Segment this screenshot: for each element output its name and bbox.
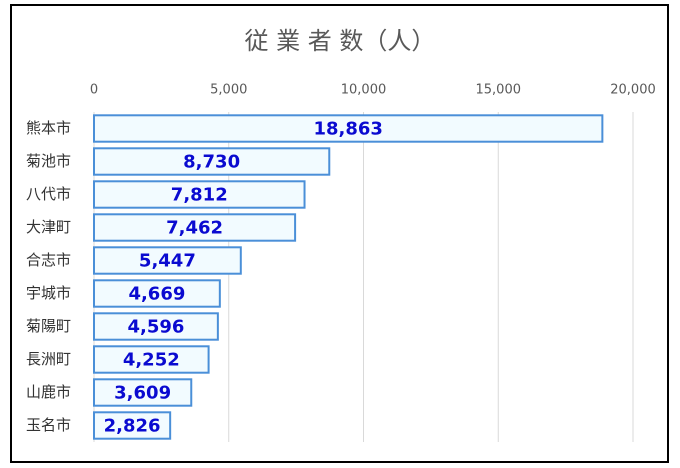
value-label: 3,609	[114, 383, 171, 404]
bar	[93, 246, 242, 275]
bar	[93, 411, 172, 440]
bar	[93, 378, 193, 407]
value-label: 7,812	[171, 185, 228, 206]
value-label: 5,447	[139, 251, 196, 272]
value-label: 4,669	[128, 284, 185, 305]
category-label: 八代市	[26, 185, 71, 203]
bar	[93, 345, 210, 374]
x-tick-label: 15,000	[476, 83, 522, 98]
bar	[93, 114, 604, 143]
category-label: 合志市	[26, 251, 71, 269]
category-label: 大津町	[26, 218, 71, 236]
x-tick-label: 5,000	[210, 83, 247, 98]
bar	[93, 147, 331, 176]
bar	[93, 180, 306, 209]
value-label: 2,826	[104, 416, 161, 437]
category-label: 菊陽町	[26, 317, 71, 335]
value-label: 4,252	[123, 350, 180, 371]
category-label: 長洲町	[26, 350, 71, 368]
category-label: 山鹿市	[26, 383, 71, 401]
category-label: 菊池市	[26, 152, 71, 170]
chart-title: 従 業 者 数（人）	[245, 27, 436, 55]
category-label: 熊本市	[26, 119, 71, 137]
bar	[93, 279, 221, 308]
x-tick-label: 20,000	[610, 83, 656, 98]
category-label: 玉名市	[26, 416, 71, 434]
x-tick-label: 0	[90, 83, 98, 98]
x-tick-label: 10,000	[341, 83, 387, 98]
bar	[93, 213, 297, 242]
bar	[93, 312, 219, 341]
category-label: 宇城市	[26, 284, 71, 302]
value-label: 7,462	[166, 218, 223, 239]
value-label: 8,730	[183, 152, 240, 173]
value-label: 4,596	[127, 317, 184, 338]
value-label: 18,863	[313, 119, 382, 140]
